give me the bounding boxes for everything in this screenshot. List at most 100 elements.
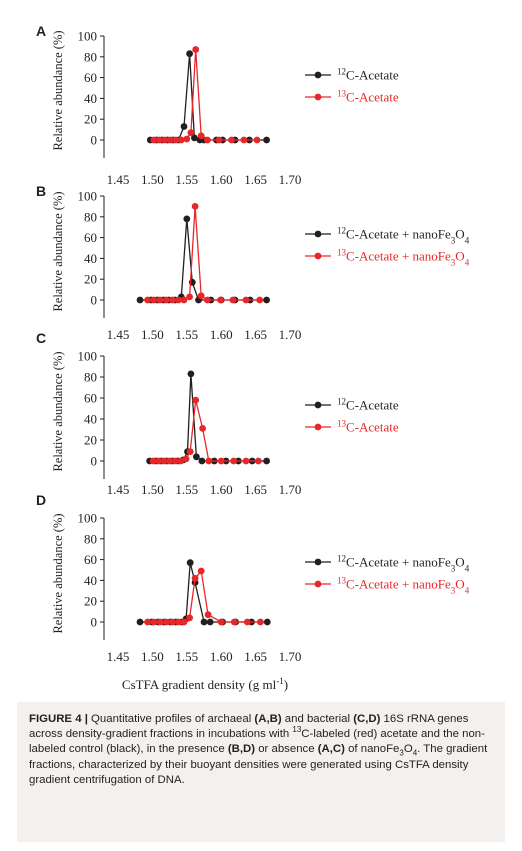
y-tick-label: 100 — [78, 511, 98, 526]
y-tick-label: 0 — [91, 615, 98, 630]
legend-label: 12C-Acetate — [337, 397, 399, 413]
legend-marker — [314, 93, 322, 101]
y-tick-label: 20 — [84, 433, 97, 448]
series-line — [150, 53, 267, 141]
data-point — [186, 559, 194, 567]
y-tick-label: 40 — [84, 412, 97, 427]
data-point — [193, 453, 200, 461]
data-point — [171, 457, 179, 465]
data-point — [155, 457, 163, 465]
series-c13 — [150, 46, 261, 144]
x-tick-label: 1.50 — [141, 172, 164, 187]
series-c13 — [144, 203, 264, 304]
y-tick-label: 0 — [91, 454, 98, 469]
data-point — [169, 618, 176, 626]
data-point — [229, 296, 237, 304]
chart-panel-a: A 0 20 40 60 80 100 1.45 1.50 1.55 1.60 1.65 1.70 Rel… — [36, 23, 399, 187]
data-point — [256, 296, 264, 304]
legend-label: 13C-Acetate — [337, 419, 399, 435]
data-point — [230, 457, 238, 465]
data-point — [186, 293, 194, 301]
y-axis-title: Relative abundance (%) — [51, 191, 65, 311]
y-tick-label: 100 — [78, 29, 98, 44]
data-point — [191, 574, 199, 582]
caption-text: O — [403, 743, 413, 756]
series-c12 — [146, 50, 270, 144]
caption-text: C-labeled (red) acetate and the non-labe… — [29, 728, 485, 756]
data-point — [217, 618, 225, 626]
x-tick-label: 1.45 — [107, 482, 130, 497]
data-point — [243, 618, 251, 626]
legend-label: 13C-Acetate + nanoFe3O4 — [337, 576, 470, 596]
y-tick-label: 80 — [84, 49, 97, 64]
series-c13 — [149, 396, 262, 465]
x-tick-label: 1.60 — [210, 482, 233, 497]
data-point — [240, 136, 248, 144]
data-point — [150, 136, 158, 144]
data-point — [155, 136, 163, 144]
data-point — [204, 611, 212, 619]
x-axis-title: CsTFA gradient density (g ml-1) — [122, 676, 288, 692]
y-tick-label: 20 — [84, 112, 97, 127]
data-point — [156, 296, 164, 304]
data-point — [175, 618, 182, 626]
y-tick-label: 40 — [84, 251, 97, 266]
data-point — [149, 457, 157, 465]
chart-panel-d: D 0 20 40 60 80 100 1.45 1.50 1.55 1.60 1.65 1.70 Rel… — [36, 492, 470, 664]
data-point — [183, 215, 191, 223]
y-tick-label: 100 — [78, 189, 98, 204]
y-tick-label: 60 — [84, 391, 97, 406]
caption-text: or absence — [255, 743, 318, 756]
data-point — [175, 296, 182, 304]
panel-label: A — [36, 23, 46, 39]
data-point — [156, 618, 164, 626]
caption-text: and bacterial — [281, 713, 354, 725]
data-point — [217, 296, 224, 304]
data-point — [263, 457, 270, 465]
data-point — [215, 136, 223, 144]
panel-label: B — [36, 183, 46, 199]
x-tick-label: 1.65 — [244, 649, 267, 664]
x-tick-label: 1.70 — [279, 482, 302, 497]
data-point — [166, 136, 174, 144]
legend-label: 13C-Acetate — [337, 89, 399, 105]
data-point — [204, 296, 211, 304]
x-tick-label: 1.70 — [279, 649, 302, 664]
data-point — [242, 457, 250, 465]
data-point — [166, 457, 174, 465]
y-tick-label: 100 — [78, 349, 98, 364]
data-point — [199, 425, 207, 432]
series-line — [153, 49, 257, 141]
data-point — [257, 618, 264, 626]
data-point — [180, 618, 188, 626]
data-point — [169, 296, 176, 304]
legend-marker — [314, 423, 322, 431]
data-point — [183, 135, 191, 143]
x-tick-label: 1.50 — [141, 327, 164, 342]
caption-figure-label: FIGURE 4 | — [29, 713, 88, 725]
x-tick-label: 1.45 — [107, 172, 130, 187]
x-tick-label: 1.45 — [107, 649, 130, 664]
data-point — [197, 292, 205, 300]
data-point — [144, 296, 152, 304]
figure-caption: FIGURE 4 | Quantitative profiles of arch… — [17, 702, 505, 842]
x-tick-label: 1.55 — [175, 649, 198, 664]
data-point — [205, 457, 213, 465]
series-line — [153, 399, 259, 462]
x-tick-label: 1.55 — [175, 327, 198, 342]
y-tick-label: 40 — [84, 573, 97, 588]
y-tick-label: 60 — [84, 70, 97, 85]
data-point — [150, 296, 158, 304]
legend-label: 12C-Acetate + nanoFe3O4 — [337, 226, 470, 246]
data-point — [187, 370, 195, 378]
y-tick-label: 80 — [84, 370, 97, 385]
data-point — [177, 457, 185, 465]
data-point — [192, 396, 200, 404]
x-tick-label: 1.65 — [244, 482, 267, 497]
x-tick-label: 1.50 — [141, 482, 164, 497]
y-tick-label: 60 — [84, 552, 97, 567]
caption-bold-cd: (C,D) — [353, 713, 381, 725]
y-tick-label: 0 — [91, 133, 98, 148]
x-tick-label: 1.60 — [210, 649, 233, 664]
y-tick-label: 80 — [84, 531, 97, 546]
